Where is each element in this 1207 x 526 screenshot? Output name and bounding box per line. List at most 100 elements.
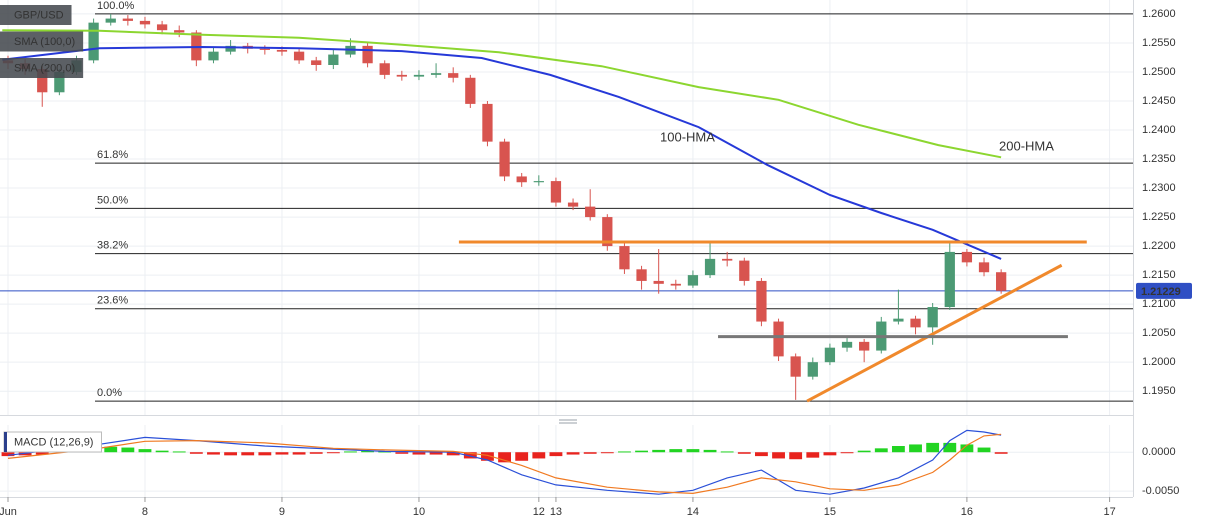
candle-body [276, 49, 288, 52]
trend-line [806, 263, 1063, 403]
histogram-bar [361, 450, 375, 453]
candle-body [156, 24, 168, 31]
candle-body [225, 45, 236, 52]
legend-text: GBP/USD [14, 9, 64, 21]
annotation: 200-HMA [999, 138, 1054, 153]
histogram-bar [635, 450, 648, 453]
histogram-bar [481, 452, 494, 461]
histogram-bar [977, 447, 991, 453]
candle-body [910, 318, 921, 328]
histogram-bar [463, 452, 477, 459]
y-tick-label: 1.2200 [1142, 240, 1176, 252]
y-tick-label: 1.2050 [1142, 327, 1176, 339]
candle-body [311, 60, 322, 66]
candle-body [653, 280, 664, 284]
y-tick-label: 1.2550 [1142, 37, 1176, 49]
candle-body [482, 103, 493, 142]
histogram-bar [994, 452, 1008, 454]
legend-text: SMA (200,0) [14, 62, 75, 74]
x-tick-label: 8 [142, 506, 148, 518]
histogram-bar [943, 442, 957, 453]
candle-body [533, 181, 544, 183]
last-price-label: 1.21229 [1141, 286, 1181, 298]
candle-body [105, 18, 116, 23]
histogram-bar [686, 449, 700, 453]
candle-body [208, 51, 219, 61]
histogram-bar [1, 452, 15, 457]
histogram-bar [344, 451, 357, 453]
candle-body [859, 341, 870, 351]
candle-body [362, 45, 373, 64]
histogram-bar [600, 452, 614, 454]
histogram-bar [241, 452, 255, 456]
histogram-bar [703, 449, 717, 453]
histogram-bar [104, 446, 118, 453]
histogram-bar [909, 444, 922, 453]
last-price-box [1136, 282, 1192, 299]
candle-body [567, 202, 579, 207]
candle-body [379, 63, 390, 75]
histogram-bar [823, 452, 837, 456]
candle-body [927, 307, 938, 328]
histogram-bar [755, 452, 768, 457]
candle-body [996, 272, 1007, 291]
candle-body [704, 258, 716, 276]
candle-body [687, 275, 699, 286]
fib-label: 50.0% [97, 194, 128, 206]
histogram-bar [498, 452, 511, 463]
candle-body [602, 217, 613, 247]
histogram-bar [926, 442, 940, 453]
y-tick-label: 1.2350 [1142, 153, 1176, 165]
histogram-bar [737, 452, 751, 454]
histogram-bar [35, 452, 49, 455]
fib-label: 61.8% [97, 149, 128, 161]
candle-body [139, 20, 151, 25]
candle-body [465, 77, 476, 104]
candle-body [773, 321, 784, 357]
x-tick-label: 16 [961, 506, 973, 518]
x-tick-label: Jun [0, 506, 17, 518]
fib-label: 0.0% [97, 387, 122, 399]
candle-body [122, 18, 133, 21]
histogram-bar [857, 450, 871, 453]
histogram-bar [789, 452, 803, 460]
histogram-bar [309, 452, 323, 454]
candle-body [841, 341, 853, 348]
histogram-bar [806, 452, 820, 458]
histogram-bar [566, 452, 580, 455]
histogram-bar [292, 452, 306, 455]
y-tick-label: -0.0050 [1142, 485, 1179, 497]
x-tick-label: 12 [533, 506, 545, 518]
histogram-bar [395, 452, 409, 454]
legend-item: MACD (12,26,9) [3, 431, 102, 453]
fib-label: 100.0% [97, 0, 135, 12]
candle-body [54, 71, 65, 93]
candle-body [499, 141, 510, 177]
legend-box [0, 31, 84, 52]
panel-grip [559, 419, 577, 424]
histogram-bar [224, 452, 238, 456]
candle-body [550, 181, 562, 203]
histogram-bar [258, 452, 272, 456]
histogram-bar [121, 447, 135, 453]
y-tick-label: 1.2600 [1142, 8, 1176, 20]
legend-box [0, 58, 84, 78]
candle-body [670, 283, 681, 286]
histogram-bar [891, 446, 905, 453]
overlay: 1.1950 1.2000 1.2050 1.2100 1.2150 1.2200 1.22… [0, 0, 1192, 518]
histogram-bar [326, 452, 340, 454]
histogram-bar [960, 444, 974, 453]
legend-marker [4, 432, 7, 452]
histogram-bar [652, 449, 666, 453]
y-tick-label: 1.2100 [1142, 298, 1176, 310]
fib-label: 23.6% [97, 295, 128, 307]
histogram-bar [429, 452, 443, 455]
legend-item: SMA (200,0) [0, 58, 84, 78]
y-tick-label: 1.2500 [1142, 66, 1176, 78]
candle-body [448, 73, 459, 78]
legend-box [0, 5, 72, 25]
histogram-bar [138, 449, 152, 453]
y-tick-label: 1.2250 [1142, 211, 1176, 223]
candle-body [893, 318, 904, 322]
